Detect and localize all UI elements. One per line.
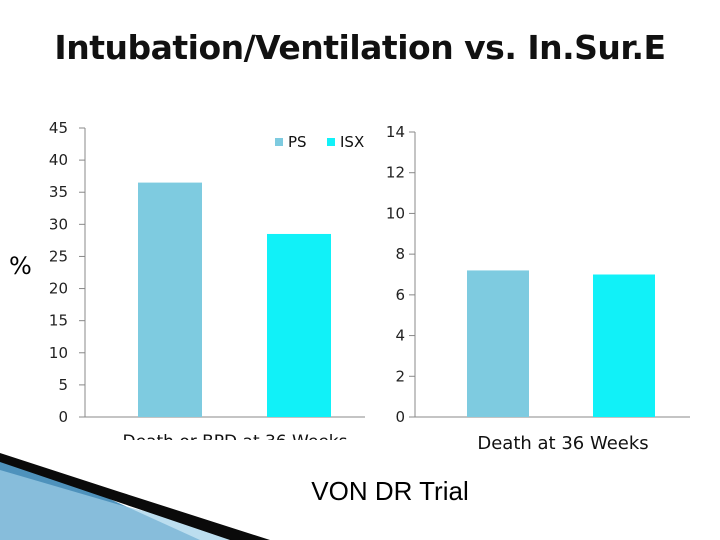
chart-death-or-bpd: 45 40 35 30 25 20 15 10 5 0 Death or BPD at 36 Wee… <box>49 119 365 440</box>
y-tick-label: 35 <box>49 183 68 201</box>
y-tick-label: 6 <box>395 286 405 304</box>
y-tick-label: 12 <box>386 164 405 182</box>
bar-isx <box>267 233 331 417</box>
y-tick-label: 30 <box>49 215 68 233</box>
y-tick-label: 40 <box>49 151 68 169</box>
legend-swatch-isx <box>327 138 335 146</box>
y-tick-label: 5 <box>58 376 68 394</box>
y-tick-label: 4 <box>395 327 405 345</box>
y-tick-label: 10 <box>386 204 405 222</box>
category-label: Death or BPD at 36 Weeks <box>123 432 348 440</box>
bar-ps <box>138 182 202 417</box>
category-label: Death at 36 Weeks <box>477 433 648 454</box>
y-tick-label: 2 <box>395 367 405 385</box>
legend-label-ps: PS <box>288 133 307 151</box>
y-tick-label: 0 <box>58 408 68 426</box>
chart-death: 14 12 10 8 6 4 2 0 Death at 36 Weeks <box>386 123 690 454</box>
y-tick-label: 15 <box>49 312 68 330</box>
legend-label-isx: ISX <box>340 133 364 151</box>
footer-label: VON DR Trial <box>311 476 469 506</box>
y-tick-label: 0 <box>395 408 405 426</box>
bar-ps <box>467 270 529 417</box>
bar-isx <box>593 274 655 417</box>
y-tick-label: 25 <box>49 247 68 265</box>
decor-light-swoosh <box>0 470 260 540</box>
y-tick-label: 20 <box>49 280 68 298</box>
legend-swatch-ps <box>275 138 283 146</box>
y-tick-label: 8 <box>395 245 405 263</box>
y-tick-label: 10 <box>49 344 68 362</box>
y-unit-label: % <box>9 252 32 280</box>
slide-title: Intubation/Ventilation vs. In.Sur.E <box>54 28 666 67</box>
y-tick-label: 45 <box>49 119 68 137</box>
y-tick-label: 14 <box>386 123 405 141</box>
